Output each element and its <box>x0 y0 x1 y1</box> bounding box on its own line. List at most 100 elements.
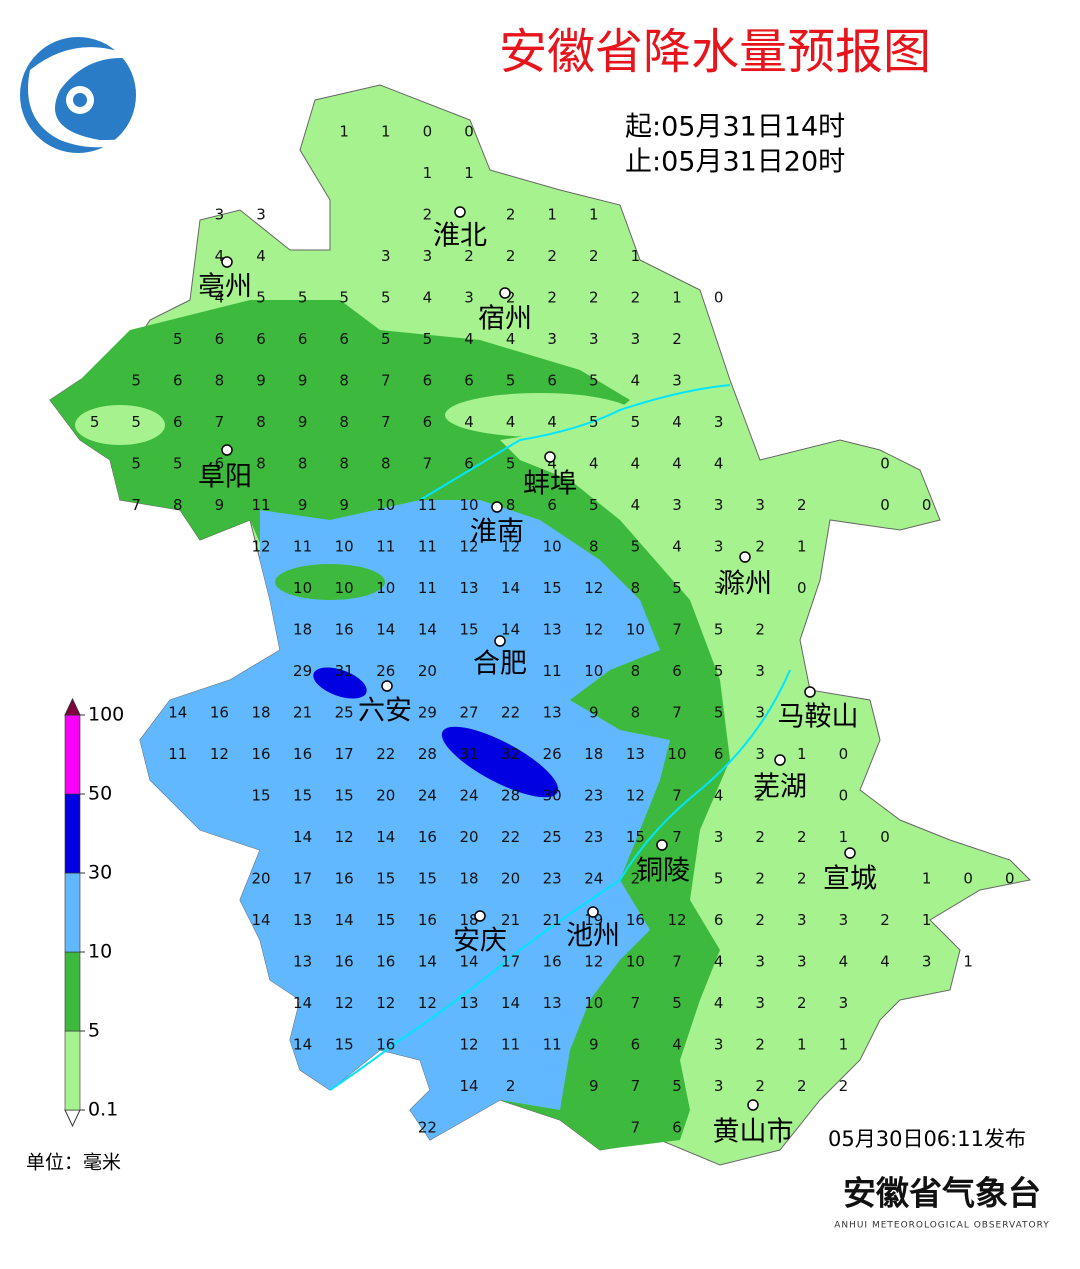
grid-value: 16 <box>335 870 354 888</box>
legend-arrow-high <box>64 697 81 716</box>
grid-value: 3 <box>714 828 724 846</box>
grid-value: 10 <box>459 496 478 514</box>
grid-value: 5 <box>339 289 349 307</box>
grid-value: 3 <box>755 994 765 1012</box>
grid-value: 2 <box>631 870 641 888</box>
grid-value: 2 <box>755 1036 765 1054</box>
grid-value: 6 <box>298 330 308 348</box>
grid-value: 14 <box>418 621 437 639</box>
city-dot <box>739 551 751 563</box>
grid-value: 12 <box>251 538 270 556</box>
grid-value: 6 <box>464 455 474 473</box>
grid-value: 5 <box>589 372 599 390</box>
grid-value: 18 <box>251 704 270 722</box>
grid-value: 7 <box>381 372 391 390</box>
grid-value: 0 <box>880 455 890 473</box>
grid-value: 28 <box>418 745 437 763</box>
grid-value: 4 <box>631 496 641 514</box>
city-name: 池州 <box>566 921 620 952</box>
grid-value: 6 <box>173 372 183 390</box>
grid-value: 11 <box>168 745 187 763</box>
grid-value: 12 <box>501 538 520 556</box>
grid-value: 12 <box>335 994 354 1012</box>
rain-10-30-area <box>140 500 670 1140</box>
grid-value: 14 <box>376 621 395 639</box>
grid-value: 15 <box>376 911 395 929</box>
grid-value: 1 <box>963 953 973 971</box>
grid-value: 9 <box>589 1036 599 1054</box>
grid-value: 16 <box>293 745 312 763</box>
grid-value: 17 <box>335 745 354 763</box>
grid-value: 13 <box>543 704 562 722</box>
grid-value: 2 <box>547 247 557 265</box>
grid-value: 20 <box>459 828 478 846</box>
grid-value: 11 <box>418 538 437 556</box>
grid-value: 14 <box>293 1036 312 1054</box>
city-dot <box>587 906 599 918</box>
grid-value: 0 <box>880 828 890 846</box>
grid-value: 14 <box>335 911 354 929</box>
grid-value: 4 <box>506 330 516 348</box>
grid-value: 4 <box>215 289 225 307</box>
grid-value: 6 <box>256 330 266 348</box>
grid-value: 4 <box>631 455 641 473</box>
grid-value: 4 <box>464 413 474 431</box>
grid-value: 2 <box>755 538 765 556</box>
grid-value: 2 <box>755 1077 765 1095</box>
grid-value: 22 <box>376 745 395 763</box>
grid-value: 9 <box>298 496 308 514</box>
city-dot <box>474 910 486 922</box>
grid-value: 11 <box>251 496 270 514</box>
grid-value: 12 <box>584 579 603 597</box>
grid-value: 5 <box>131 455 141 473</box>
grid-value: 6 <box>215 455 225 473</box>
grid-value: 1 <box>672 289 682 307</box>
grid-value: 4 <box>714 994 724 1012</box>
grid-value: 13 <box>293 953 312 971</box>
grid-value: 2 <box>880 911 890 929</box>
grid-value: 1 <box>423 164 433 182</box>
grid-value: 12 <box>335 828 354 846</box>
grid-value: 15 <box>335 1036 354 1054</box>
logo <box>20 37 170 153</box>
grid-value: 14 <box>459 1077 478 1095</box>
grid-value: 0 <box>423 123 433 141</box>
grid-value: 1 <box>839 1036 849 1054</box>
grid-value: 5 <box>631 538 641 556</box>
grid-value: 15 <box>543 579 562 597</box>
grid-value: 16 <box>543 953 562 971</box>
grid-value: 10 <box>376 496 395 514</box>
grid-value: 2 <box>631 289 641 307</box>
grid-value: 3 <box>672 372 682 390</box>
grid-value: 31 <box>335 662 354 680</box>
grid-value: 6 <box>423 372 433 390</box>
city-name: 安庆 <box>453 926 507 957</box>
grid-value: 2 <box>589 247 599 265</box>
grid-value: 8 <box>256 413 266 431</box>
grid-value: 9 <box>589 704 599 722</box>
grid-value: 9 <box>298 413 308 431</box>
grid-value: 0 <box>963 870 973 888</box>
grid-value: 29 <box>418 704 437 722</box>
rain-low-patch <box>75 405 165 445</box>
city-name: 马鞍山 <box>778 702 859 733</box>
grid-value: 20 <box>418 662 437 680</box>
grid-value: 4 <box>880 953 890 971</box>
grid-value: 7 <box>672 828 682 846</box>
grid-value: 1 <box>797 745 807 763</box>
grid-value: 15 <box>459 621 478 639</box>
grid-value: 16 <box>418 828 437 846</box>
grid-value: 2 <box>547 289 557 307</box>
grid-value: 15 <box>376 870 395 888</box>
grid-value: 12 <box>376 994 395 1012</box>
grid-value: 7 <box>381 413 391 431</box>
grid-value: 23 <box>543 870 562 888</box>
grid-value: 4 <box>714 787 724 805</box>
grid-value: 7 <box>672 787 682 805</box>
grid-value: 1 <box>631 247 641 265</box>
grid-value: 11 <box>376 538 395 556</box>
grid-value: 5 <box>256 289 266 307</box>
legend: 0.1 5 10 30 50 100 <box>64 697 124 1128</box>
grid-value: 15 <box>293 787 312 805</box>
grid-value: 10 <box>626 621 645 639</box>
